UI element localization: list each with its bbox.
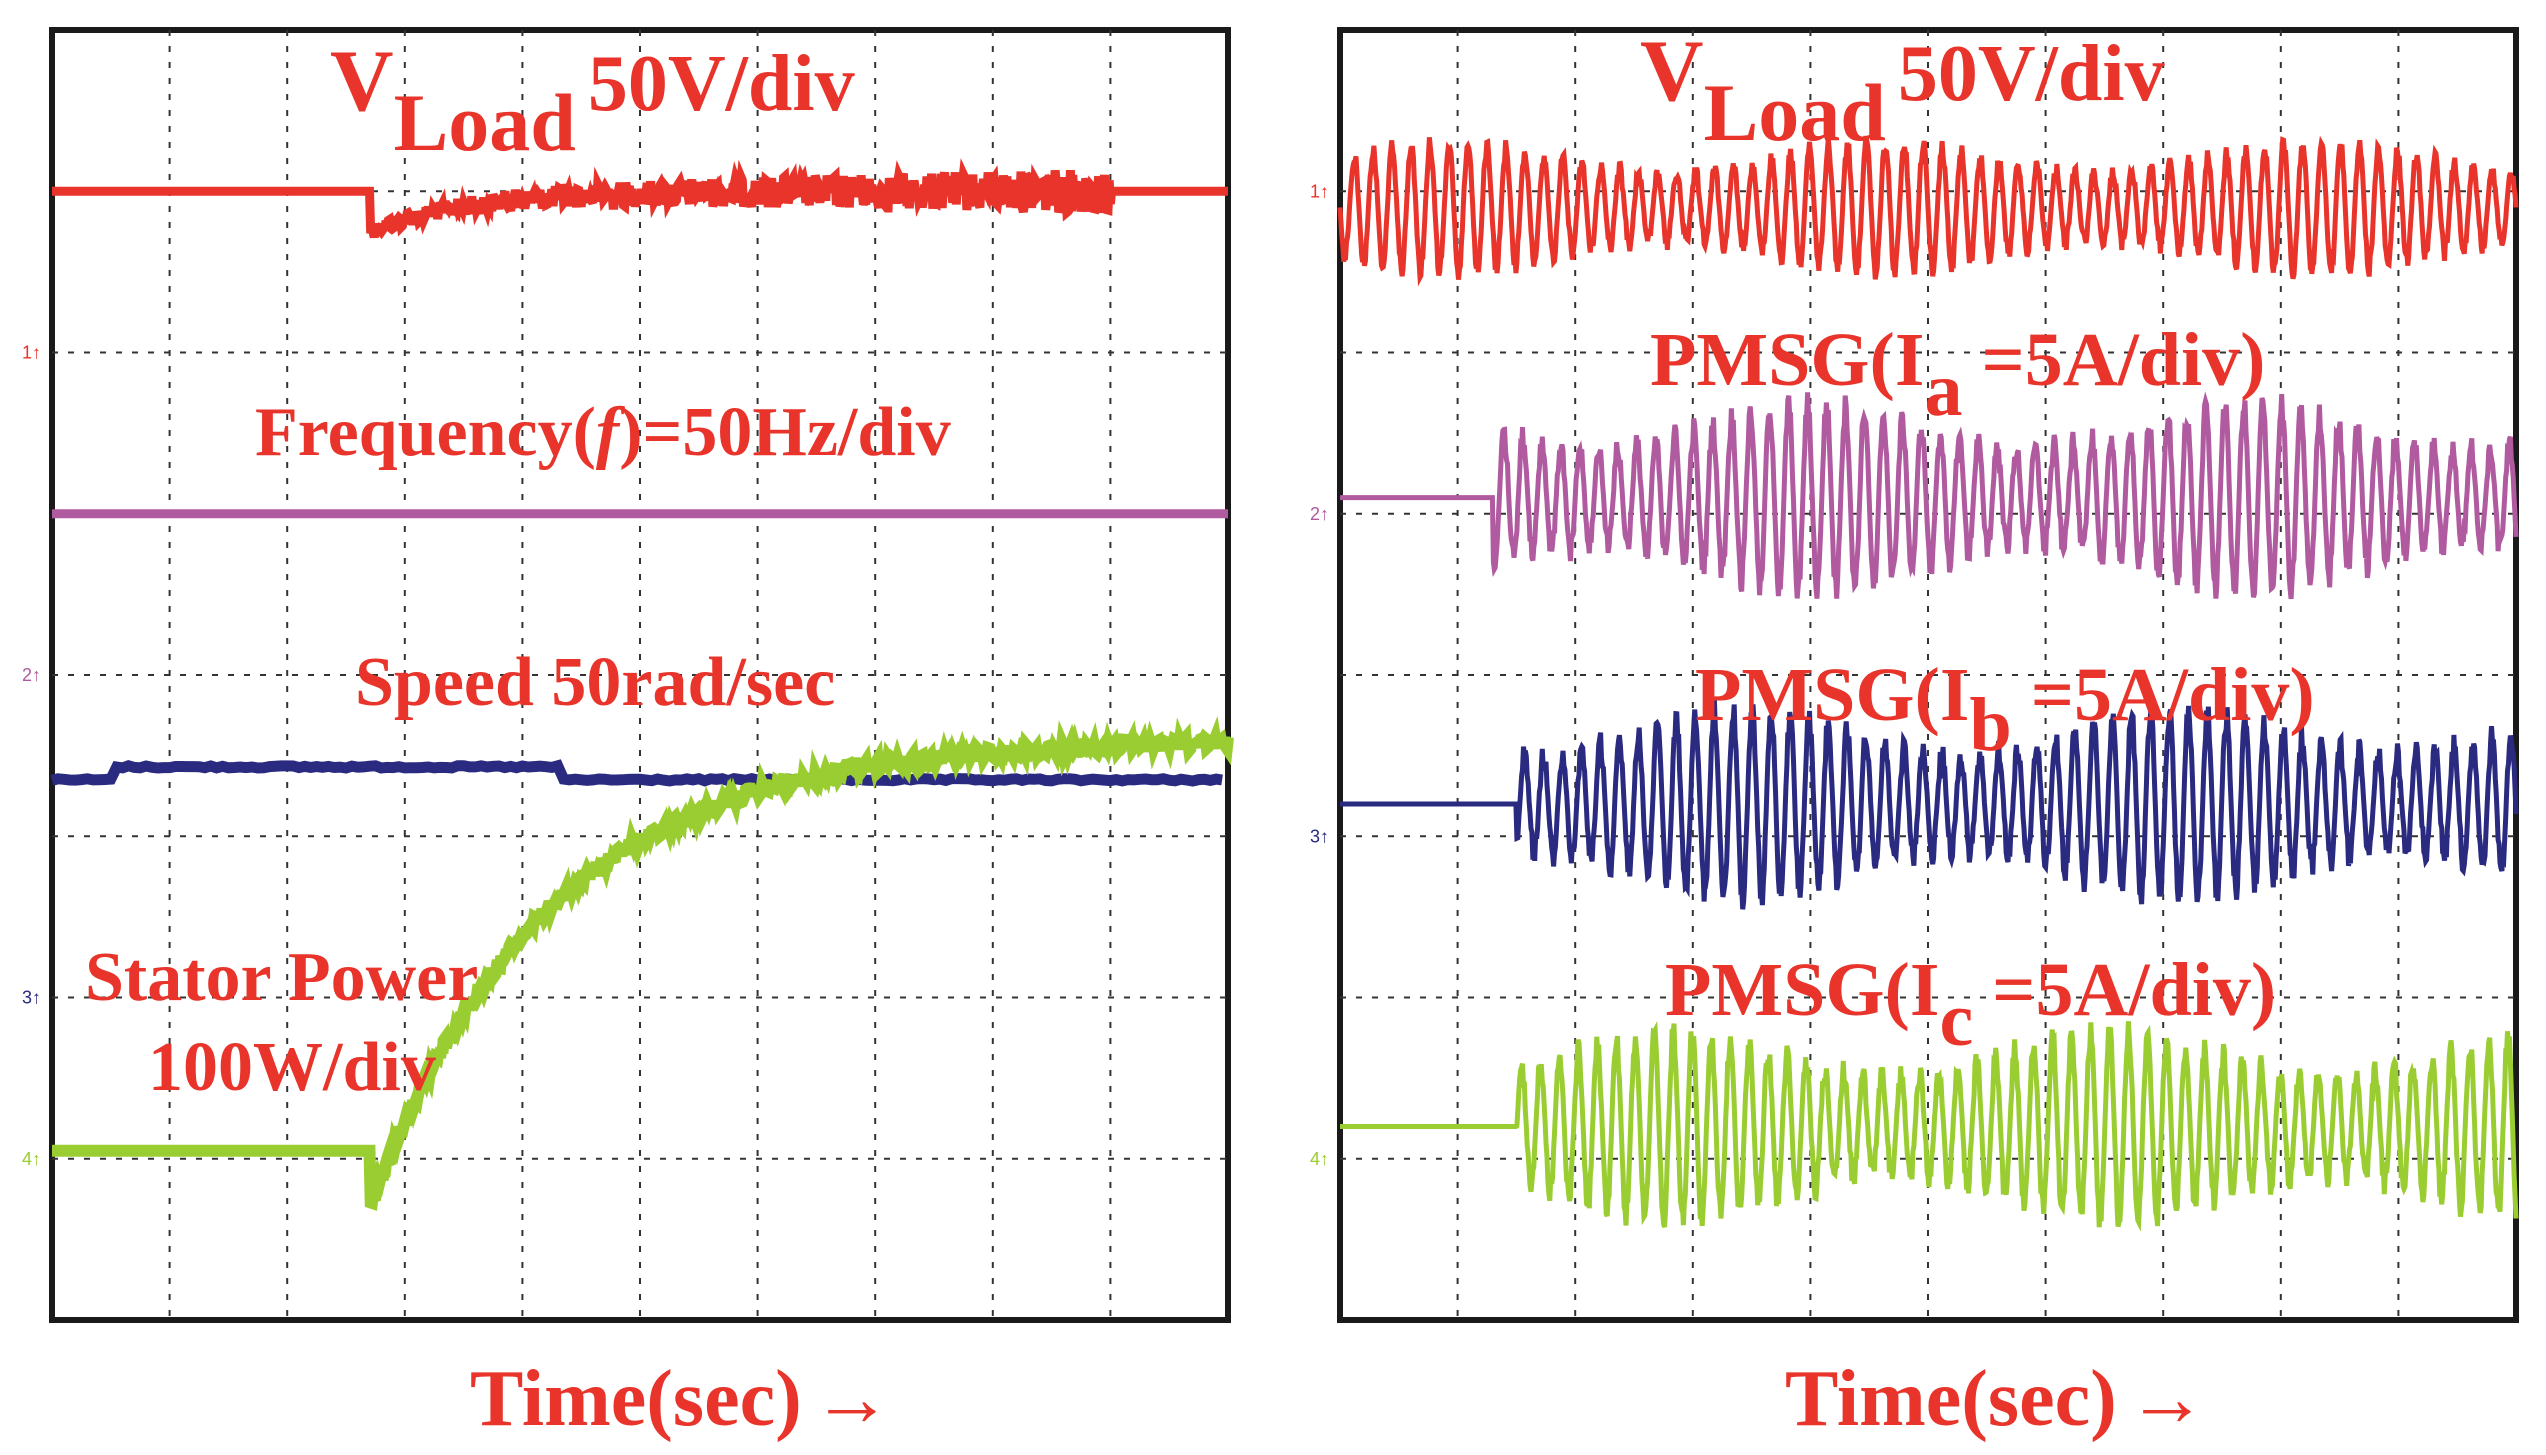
- left-speed-label: Speed 50rad/sec: [355, 644, 835, 721]
- trace-pmsg-ib: [1340, 699, 2519, 910]
- right-vload-label: VLoad 50V/div: [1640, 23, 2165, 158]
- trace-pmsg-ic: [1340, 1021, 2519, 1232]
- left-grid: 1↑ 2↑ 3↑ 4↑: [22, 30, 1228, 1320]
- trace-pmsg-ia: [1340, 391, 2519, 600]
- channel-marker-4: 4↑: [1310, 1149, 1329, 1169]
- left-xlabel: Time(sec) →: [470, 1355, 892, 1443]
- left-traces: [50, 158, 1234, 1211]
- left-stator-power-label: Stator Power: [85, 939, 478, 1016]
- right-traces: [1337, 135, 2519, 1232]
- channel-marker-1: 1↑: [1310, 181, 1329, 201]
- left-stator-power-unit: 100W/div: [148, 1029, 436, 1106]
- left-vload-label: VLoad 50V/div: [330, 33, 855, 168]
- trace-vload-right: [1337, 135, 2519, 287]
- right-ia-label: PMSG(Ia =5A/div): [1650, 318, 2265, 432]
- channel-marker-2: 2↑: [22, 665, 41, 685]
- channel-marker-4: 4↑: [22, 1149, 41, 1169]
- channel-marker-1: 1↑: [22, 343, 41, 363]
- right-xlabel: Time(sec) →: [1785, 1355, 2207, 1443]
- trace-speed: [50, 759, 1223, 787]
- left-frequency-label: Frequency(f)=50Hz/div: [255, 394, 951, 471]
- channel-marker-3: 3↑: [22, 988, 41, 1008]
- trace-vload-left: [52, 158, 1228, 240]
- trace-stator-power: [52, 715, 1234, 1211]
- channel-marker-3: 3↑: [1310, 826, 1329, 846]
- right-ib-label: PMSG(Ib =5A/div): [1695, 653, 2315, 767]
- right-ic-label: PMSG(Ic =5A/div): [1665, 948, 2276, 1062]
- channel-marker-2: 2↑: [1310, 504, 1329, 524]
